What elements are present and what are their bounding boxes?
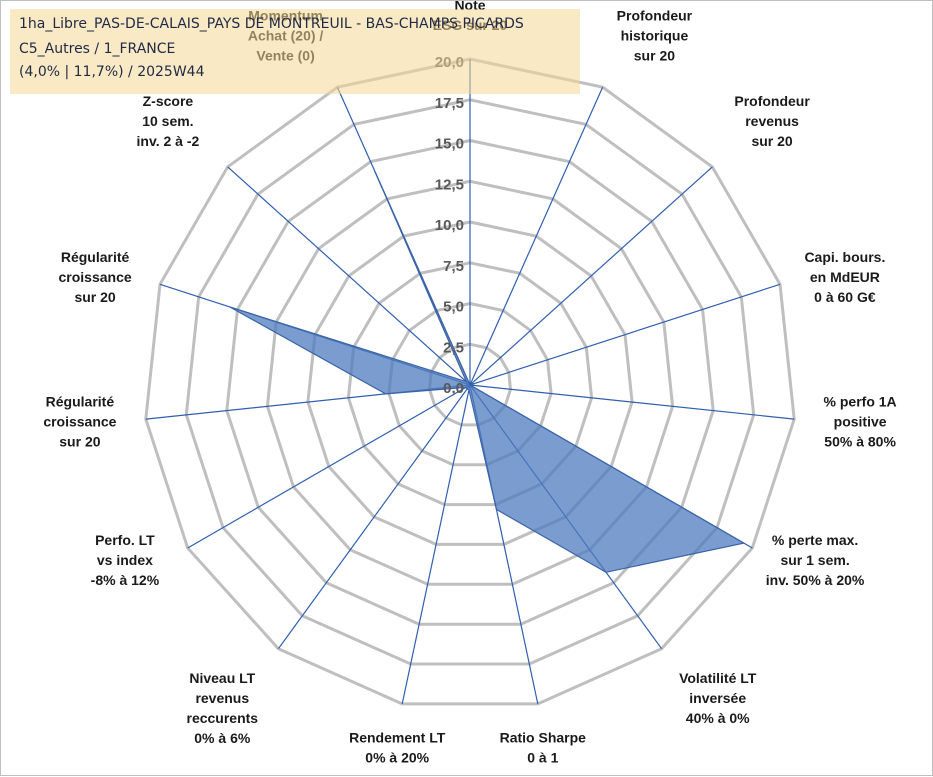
axis-label-line: Profondeur [617,7,693,23]
axis-label-line: croissance [59,269,132,285]
axis-label-line: inv. 50% à 20% [766,572,865,588]
tick-label: 5,0 [443,299,464,316]
grid-ring [144,57,796,706]
tick-label: 0,0 [443,380,464,397]
radial-tick-labels: 0,02,55,07,510,012,515,017,520,0 [435,54,464,397]
grid-ring [346,261,594,507]
axis-spoke [227,166,471,386]
axis-label-line: % perfo 1A [824,394,897,410]
axis-spoke [469,283,781,386]
axis-label: Rendement LT 0% à 20% [349,729,446,765]
grid-ring [265,179,675,586]
axis-label-line: Régularité [61,249,130,265]
axis-label-line: Capi. bours. [804,249,885,265]
axis-label-line: en MdEUR [810,269,880,285]
axis-spoke [469,86,604,386]
axis-label: Ratio Sharpe 0 à 1 [500,729,587,765]
axis-label-line: Niveau LT [189,670,255,686]
axis-label: Volatilité LT inversée 40% à 0% [679,670,757,726]
tick-label: 17,5 [435,95,464,112]
axis-label-line: Volatilité LT [679,670,757,686]
axis-label-line: 0 à 1 [527,749,558,765]
title-line-2: C5_Autres / 1_FRANCE [19,41,176,57]
title-line-3: (4,0% | 11,7%) / 2025W44 [19,64,205,80]
axis-label-line: 40% à 0% [686,710,750,726]
axis-label-line: reccurents [187,710,259,726]
axis-label-line: historique [621,27,689,43]
axis-label-line: sur 1 sem. [780,552,849,568]
grid-ring [306,220,634,546]
axis-label: Régularité croissance sur 20 [59,249,132,305]
grid-ring [225,138,715,626]
axis-label-line: 10 sem. [142,113,193,129]
axis-label-line: inversée [689,690,746,706]
axis-label-line: sur 20 [74,289,115,305]
axis-spoke [277,384,471,650]
grid-ring [184,98,756,666]
axis-label-line: -8% à 12% [91,572,160,588]
axis-label-line: Rendement LT [349,729,446,745]
title-box: 1ha_Libre_PAS-DE-CALAIS_PAYS DE MONTREUI… [10,9,580,94]
axis-spoke [469,384,795,420]
axis-label-line: 0% à 6% [194,730,251,746]
axis-label: Profondeur revenus sur 20 [734,93,810,149]
axis-spoke [401,384,471,705]
axis-label-line: positive [834,414,887,430]
axis-label-line: sur 20 [634,47,675,63]
tick-label: 10,0 [435,217,464,234]
title-line-1: 1ha_Libre_PAS-DE-CALAIS_PAYS DE MONTREUI… [19,16,524,32]
axis-label-line: revenus [195,690,249,706]
axis-label: Niveau LT revenus reccurents 0% à 6% [187,670,259,746]
grid-ring [427,342,513,427]
axis-label-line: % perte max. [772,532,858,548]
axis-label-line: Ratio Sharpe [500,729,587,745]
axis-label: % perte max. sur 1 sem. inv. 50% à 20% [766,532,865,588]
axis-label-line: vs index [97,552,153,568]
tick-label: 7,5 [443,258,464,275]
axis-label-line: croissance [43,414,116,430]
tick-label: 15,0 [435,136,464,153]
axis-label-line: Régularité [46,394,115,410]
axis-label-line: Z-score [143,93,194,109]
axis-label: % perfo 1A positive 50% à 80% [824,394,897,450]
axis-label-line: sur 20 [751,133,792,149]
axis-label-line: Profondeur [734,93,810,109]
axis-label: Z-score 10 sem. inv. 2 à -2 [137,93,200,149]
axis-spoke [469,166,713,386]
axis-label: Profondeur historique sur 20 [617,7,693,63]
radar-grid [144,57,796,706]
grid-ring [387,301,553,467]
axis-label-line: 0 à 60 G€ [814,289,876,305]
radar-series [229,170,746,573]
axis-label-line: 50% à 80% [824,434,896,450]
axis-spoke [187,384,471,549]
axis-label: Perfo. LT vs index -8% à 12% [91,532,160,588]
axis-label-line: 0% à 20% [365,749,429,765]
axis-label-line: sur 20 [59,434,100,450]
axis-label: Capi. bours. en MdEUR 0 à 60 G€ [804,249,885,305]
tick-label: 2,5 [443,339,464,356]
axis-label-line: Perfo. LT [95,532,155,548]
axis-label: Régularité croissance sur 20 [43,394,116,450]
series-area [229,170,746,573]
axis-label-line: revenus [745,113,799,129]
axis-label-line: inv. 2 à -2 [137,133,200,149]
tick-label: 12,5 [435,176,464,193]
